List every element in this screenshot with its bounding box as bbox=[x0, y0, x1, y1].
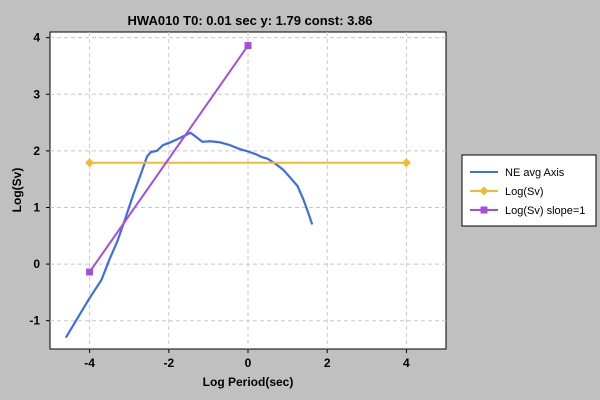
axis-ticks: -4 -2 0 2 4 -1 0 1 2 3 4 bbox=[29, 31, 410, 370]
legend-label: Log(Sv) bbox=[505, 186, 544, 198]
x-tick-label: 2 bbox=[324, 356, 331, 370]
y-tick-label: -1 bbox=[29, 314, 40, 328]
series-3 bbox=[86, 42, 252, 276]
chart-title: HWA010 T0: 0.01 sec y: 1.79 const: 3.86 bbox=[128, 13, 373, 28]
x-tick-label: 4 bbox=[403, 356, 410, 370]
series-1 bbox=[64, 131, 314, 339]
y-axis-label: Log(Sv) bbox=[10, 168, 24, 213]
legend-item: Log(Sv) slope=1 bbox=[470, 205, 585, 217]
legend-marker bbox=[480, 206, 488, 214]
y-tick-label: 3 bbox=[33, 87, 40, 101]
x-tick-label: -2 bbox=[163, 356, 174, 370]
series-group bbox=[64, 42, 411, 339]
y-tick-label: 1 bbox=[33, 200, 40, 214]
x-tick-label: 0 bbox=[245, 356, 252, 370]
data-point bbox=[85, 158, 95, 168]
data-point bbox=[86, 268, 94, 276]
legend-marker bbox=[479, 186, 489, 196]
y-tick-label: 0 bbox=[33, 257, 40, 271]
series-line bbox=[88, 45, 249, 273]
legend-box bbox=[461, 154, 597, 227]
x-axis-label: Log Period(sec) bbox=[203, 375, 294, 389]
legend: NE avg Axis Log(Sv) Log(Sv) slope=1 bbox=[461, 154, 597, 227]
legend-item: NE avg Axis bbox=[470, 167, 565, 179]
series-2 bbox=[85, 158, 411, 168]
y-tick-label: 2 bbox=[33, 144, 40, 158]
x-tick-label: -4 bbox=[84, 356, 95, 370]
legend-label: NE avg Axis bbox=[505, 167, 565, 179]
data-point bbox=[244, 42, 252, 50]
y-tick-label: 4 bbox=[33, 31, 40, 45]
legend-item: Log(Sv) bbox=[470, 186, 544, 198]
grid bbox=[50, 32, 446, 349]
series-line bbox=[64, 131, 314, 339]
legend-label: Log(Sv) slope=1 bbox=[505, 205, 585, 217]
data-point bbox=[401, 158, 411, 168]
